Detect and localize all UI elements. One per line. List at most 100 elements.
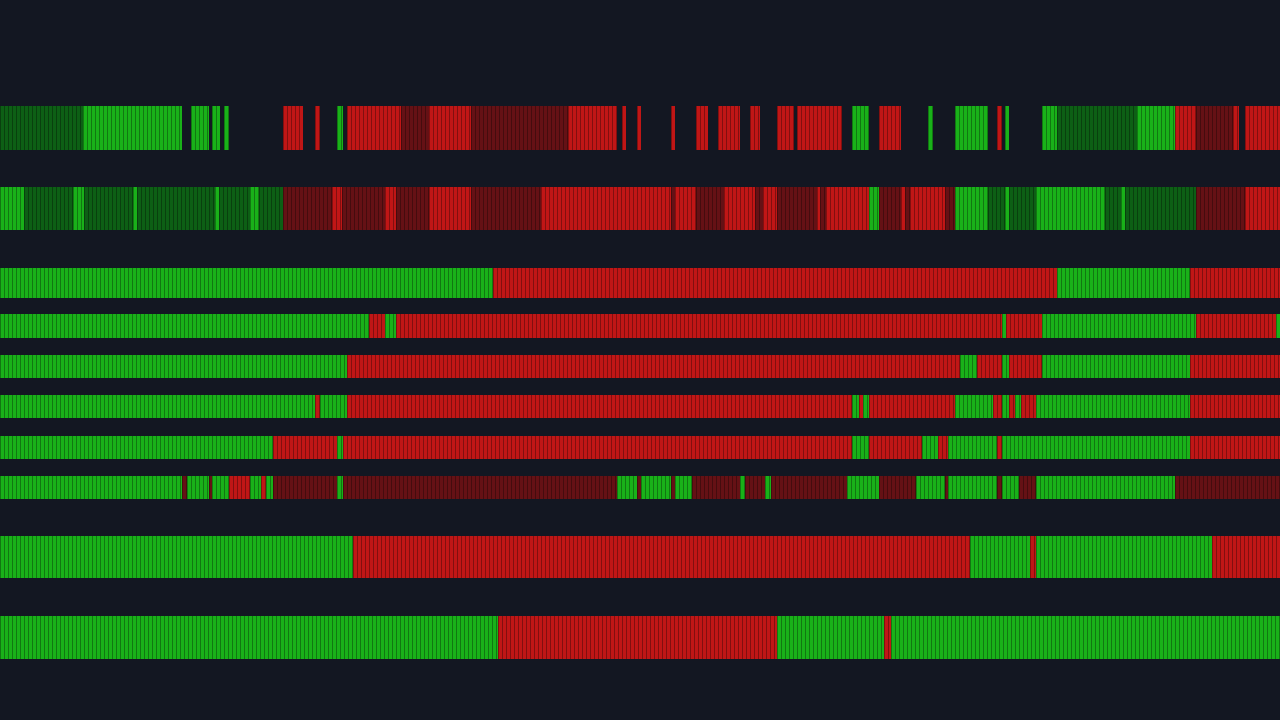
bullish-segment	[916, 476, 945, 499]
bearish-segment	[993, 395, 1003, 418]
bearish-segment	[944, 187, 956, 230]
bearish-segment	[904, 187, 911, 230]
bearish-segment	[341, 187, 386, 230]
bearish-segment	[776, 106, 794, 150]
bearish-segment	[346, 106, 401, 150]
bearish-segment	[1245, 106, 1280, 150]
bullish-segment	[0, 536, 354, 578]
bearish-segment	[762, 187, 778, 230]
bullish-segment	[224, 106, 230, 150]
bearish-segment	[884, 616, 892, 659]
bearish-segment	[331, 187, 342, 230]
bullish-segment	[641, 476, 672, 499]
bearish-segment	[696, 187, 725, 230]
bearish-segment	[1195, 314, 1277, 338]
bullish-segment	[1104, 187, 1122, 230]
bearish-segment	[670, 187, 675, 230]
bullish-segment	[320, 395, 347, 418]
bearish-segment	[670, 106, 675, 150]
bullish-segment	[948, 436, 998, 459]
bullish-segment	[1002, 314, 1007, 338]
trend-strip-3	[0, 268, 1280, 298]
bearish-segment	[229, 476, 251, 499]
bearish-segment	[395, 314, 1003, 338]
bullish-segment	[1035, 395, 1191, 418]
bearish-segment	[637, 106, 642, 150]
bearish-segment	[816, 187, 821, 230]
bearish-segment	[1195, 187, 1246, 230]
bearish-segment	[568, 106, 617, 150]
bearish-segment	[1175, 106, 1196, 150]
bearish-segment	[314, 106, 321, 150]
bearish-segment	[674, 187, 697, 230]
bullish-segment	[1002, 476, 1019, 499]
bullish-segment	[776, 616, 885, 659]
bullish-segment	[1041, 106, 1058, 150]
bullish-segment	[847, 476, 880, 499]
bearish-segment	[471, 187, 542, 230]
bullish-segment	[336, 436, 344, 459]
bullish-segment	[1041, 355, 1191, 378]
bullish-segment	[249, 476, 262, 499]
bullish-segment	[133, 187, 137, 230]
bearish-segment	[368, 314, 386, 338]
bearish-segment	[282, 106, 304, 150]
trend-strip-8	[0, 476, 1280, 499]
bullish-segment	[954, 187, 989, 230]
bearish-segment	[385, 187, 396, 230]
bullish-segment	[84, 187, 134, 230]
bullish-segment	[1008, 187, 1036, 230]
bullish-segment	[72, 187, 85, 230]
trend-strip-10	[0, 616, 1280, 659]
bearish-segment	[208, 476, 213, 499]
bullish-segment	[186, 476, 209, 499]
bearish-segment	[825, 187, 870, 230]
bearish-segment	[718, 106, 740, 150]
bearish-segment	[944, 476, 949, 499]
bearish-segment	[1190, 395, 1280, 418]
bullish-segment	[970, 536, 1031, 578]
bearish-segment	[395, 187, 430, 230]
bearish-segment	[428, 106, 472, 150]
bearish-segment	[755, 187, 763, 230]
bullish-segment	[1004, 187, 1009, 230]
bullish-segment	[1035, 536, 1213, 578]
bearish-segment	[1008, 395, 1016, 418]
bearish-segment	[997, 106, 1003, 150]
bullish-segment	[0, 616, 498, 659]
bullish-segment	[336, 476, 344, 499]
bullish-segment	[0, 355, 347, 378]
bullish-segment	[674, 476, 693, 499]
bearish-segment	[314, 395, 321, 418]
bearish-segment	[820, 187, 826, 230]
bearish-segment	[1232, 106, 1240, 150]
bullish-segment	[336, 106, 344, 150]
trend-strip-9	[0, 536, 1280, 578]
bullish-segment	[24, 187, 73, 230]
trend-strip-1	[0, 106, 1280, 150]
bullish-segment	[1041, 314, 1196, 338]
trend-strip-7	[0, 436, 1280, 459]
bearish-segment	[976, 355, 1003, 378]
bullish-segment	[266, 476, 274, 499]
bullish-segment	[852, 395, 860, 418]
bearish-segment	[1018, 476, 1036, 499]
bearish-segment	[744, 476, 766, 499]
bearish-segment	[869, 395, 955, 418]
bearish-segment	[471, 106, 569, 150]
bullish-segment	[954, 106, 989, 150]
bullish-segment	[1057, 106, 1137, 150]
bullish-segment	[739, 476, 746, 499]
bullish-segment	[869, 187, 880, 230]
bearish-segment	[696, 106, 708, 150]
bullish-segment	[0, 436, 273, 459]
bearish-segment	[997, 436, 1003, 459]
bearish-segment	[910, 187, 945, 230]
bearish-segment	[692, 476, 741, 499]
bearish-segment	[879, 106, 902, 150]
bearish-segment	[346, 355, 961, 378]
bearish-segment	[776, 187, 817, 230]
bullish-segment	[258, 187, 284, 230]
bullish-segment	[1035, 476, 1176, 499]
